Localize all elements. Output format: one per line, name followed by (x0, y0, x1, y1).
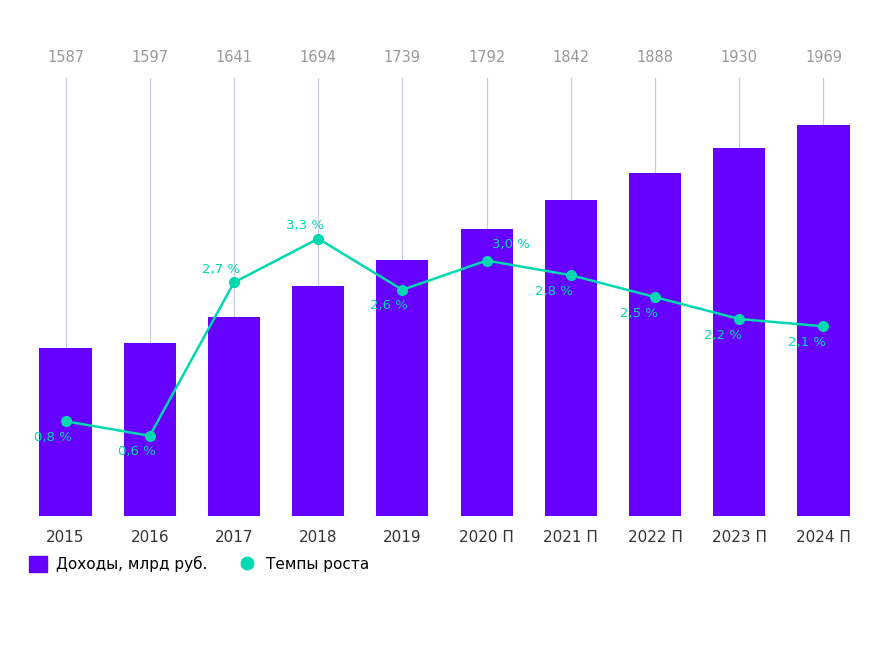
Text: 1930: 1930 (721, 50, 757, 65)
Bar (797, 125, 850, 657)
Text: 0,8 %: 0,8 % (34, 431, 71, 443)
Text: 1842: 1842 (552, 50, 589, 65)
Text: 2,7 %: 2,7 % (202, 263, 240, 276)
Text: 3,0 %: 3,0 % (492, 238, 530, 251)
Text: 2,5 %: 2,5 % (620, 307, 658, 320)
Bar (124, 343, 176, 657)
Text: 2,2 %: 2,2 % (704, 328, 742, 342)
Bar (629, 173, 681, 657)
Text: 2,1 %: 2,1 % (789, 336, 826, 349)
Text: 1792: 1792 (468, 50, 505, 65)
Text: 1587: 1587 (47, 50, 84, 65)
Bar (208, 317, 260, 657)
Text: 2,8 %: 2,8 % (535, 284, 573, 298)
Bar (461, 229, 513, 657)
Bar (292, 286, 344, 657)
Bar (545, 200, 597, 657)
Legend: Доходы, млрд руб., Темпы роста: Доходы, млрд руб., Темпы роста (22, 550, 375, 579)
Text: 1888: 1888 (637, 50, 674, 65)
Text: 3,3 %: 3,3 % (286, 219, 324, 232)
Bar (376, 260, 428, 657)
Bar (713, 148, 765, 657)
Text: 1597: 1597 (132, 50, 168, 65)
Text: 1694: 1694 (300, 50, 337, 65)
Text: 2,6 %: 2,6 % (371, 300, 408, 312)
Text: 1969: 1969 (805, 50, 842, 65)
Text: 0,6 %: 0,6 % (117, 445, 156, 459)
Text: 1641: 1641 (215, 50, 252, 65)
Text: 1739: 1739 (384, 50, 420, 65)
Bar (39, 348, 92, 657)
